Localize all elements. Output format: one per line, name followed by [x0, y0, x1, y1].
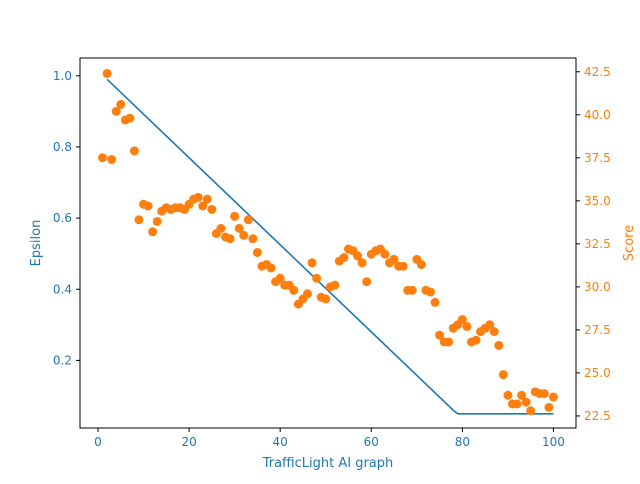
y-right-tick-label: 35.0: [584, 194, 611, 208]
y-left-tick-label: 1.0: [53, 69, 72, 83]
series-score-point: [425, 287, 435, 297]
series-score-point: [548, 392, 558, 402]
x-tick-label: 80: [455, 435, 470, 449]
series-score-point: [207, 204, 217, 214]
series-score-point: [234, 223, 244, 233]
series-score-point: [503, 390, 513, 400]
series-score-point: [521, 397, 531, 407]
series-score-point: [435, 330, 445, 340]
series-score-point: [202, 194, 212, 204]
series-score-point: [193, 192, 203, 202]
series-score-point: [111, 106, 121, 116]
y-right-tick-label: 42.5: [584, 65, 611, 79]
series-score-point: [225, 234, 235, 244]
y-left-tick-label: 0.8: [53, 140, 72, 154]
series-score-point: [321, 294, 331, 304]
series-score-point: [407, 285, 417, 295]
series-score-point: [457, 315, 467, 325]
series-score-point: [526, 406, 536, 416]
series-score-point: [544, 402, 554, 412]
series-score-point: [485, 320, 495, 330]
series-score-point: [517, 390, 527, 400]
series-score-point: [357, 258, 367, 268]
series-score-point: [107, 155, 117, 165]
series-score-point: [462, 321, 472, 331]
series-score-point: [380, 249, 390, 259]
plot-area: [98, 68, 558, 416]
series-score-point: [252, 247, 262, 257]
series-score-point: [143, 201, 153, 211]
series-score-point: [353, 251, 363, 261]
series-score-point: [248, 234, 258, 244]
series-score-point: [125, 113, 135, 123]
series-score-point: [339, 253, 349, 263]
y-right-tick-label: 27.5: [584, 323, 611, 337]
series-score-point: [116, 99, 126, 109]
series-score-point: [134, 215, 144, 225]
series-score-point: [494, 340, 504, 350]
series-score-point: [389, 254, 399, 264]
series-score-point: [243, 215, 253, 225]
x-tick-label: 60: [364, 435, 379, 449]
series-score-point: [307, 258, 317, 268]
series-score-point: [444, 337, 454, 347]
series-score-point: [102, 68, 112, 78]
y-left-tick-label: 0.2: [53, 353, 72, 367]
x-tick-label: 0: [94, 435, 102, 449]
plot-frame: [79, 57, 577, 429]
y-right-tick-label: 22.5: [584, 409, 611, 423]
series-score-point: [512, 399, 522, 409]
series-score-point: [98, 153, 108, 163]
series-score-point: [289, 285, 299, 295]
series-score-point: [471, 335, 481, 345]
series-score-point: [330, 280, 340, 290]
series-score-point: [312, 273, 322, 283]
x-axis-label: TrafficLight AI graph: [262, 456, 394, 471]
y-right-tick-label: 40.0: [584, 108, 611, 122]
series-score-point: [230, 211, 240, 221]
x-tick-label: 100: [542, 435, 565, 449]
series-score-point: [498, 370, 508, 380]
y-right-tick-label: 25.0: [584, 366, 611, 380]
y-left-tick-label: 0.4: [53, 282, 72, 296]
series-score-point: [266, 263, 276, 273]
series-score-point: [148, 227, 158, 237]
series-epsilon-line: [106, 78, 554, 415]
series-score-point: [129, 146, 139, 156]
x-tick-label: 20: [181, 435, 196, 449]
series-score-point: [198, 201, 208, 211]
y-right-tick-label: 30.0: [584, 280, 611, 294]
x-tick-label: 40: [273, 435, 288, 449]
series-score-point: [430, 297, 440, 307]
series-score-point: [398, 261, 408, 271]
series-score-point: [539, 389, 549, 399]
series-score-point: [362, 277, 372, 287]
y-left-tick-label: 0.6: [53, 211, 72, 225]
series-score-point: [489, 327, 499, 337]
series-score-point: [303, 289, 312, 299]
series-score-point: [152, 216, 162, 226]
y-axis-left-label: Epsilon: [29, 220, 44, 267]
series-score-point: [416, 260, 426, 270]
axes: 0 20 40 60 80 100 0.2 0.4 0.6 0.8 1.0 22.5 25.0 27.5 3…: [53, 57, 611, 449]
series-score-point: [275, 273, 285, 283]
y-right-tick-label: 37.5: [584, 151, 611, 165]
y-right-tick-label: 32.5: [584, 237, 611, 251]
y-axis-right-label: Score: [622, 225, 637, 261]
series-score-point: [216, 223, 226, 233]
series-score-point: [239, 230, 249, 240]
